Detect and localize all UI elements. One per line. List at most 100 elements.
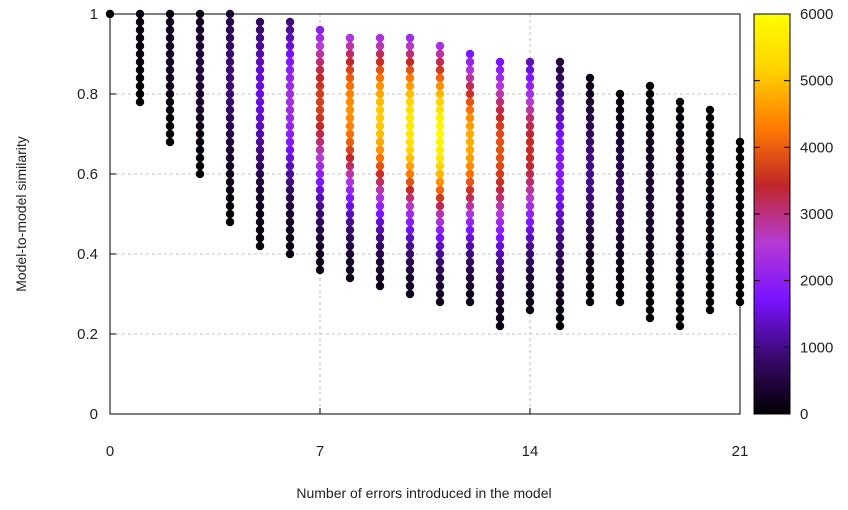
data-point <box>285 145 295 155</box>
data-point <box>345 241 355 251</box>
data-point <box>495 153 505 163</box>
data-point <box>495 105 505 115</box>
data-point <box>675 113 685 123</box>
data-point <box>285 49 295 59</box>
data-point <box>555 265 565 275</box>
data-point <box>435 41 445 51</box>
data-point <box>315 169 325 179</box>
data-point <box>495 113 505 123</box>
data-point <box>285 193 295 203</box>
data-point <box>675 249 685 259</box>
data-point <box>705 305 715 315</box>
data-point <box>615 113 625 123</box>
data-point <box>285 241 295 251</box>
data-point <box>345 129 355 139</box>
data-point <box>405 249 415 259</box>
data-point <box>465 281 475 291</box>
data-point <box>255 57 265 67</box>
data-point <box>585 153 595 163</box>
data-point <box>675 321 685 331</box>
data-point <box>135 97 145 107</box>
data-point <box>525 225 535 235</box>
data-point <box>225 33 235 43</box>
data-point <box>345 97 355 107</box>
data-point <box>375 33 385 43</box>
data-point <box>255 217 265 227</box>
data-point <box>375 257 385 267</box>
data-point <box>345 137 355 147</box>
data-point <box>675 129 685 139</box>
data-point <box>465 137 475 147</box>
data-point <box>435 233 445 243</box>
data-point <box>345 193 355 203</box>
data-point <box>585 241 595 251</box>
data-point <box>315 161 325 171</box>
data-point <box>195 145 205 155</box>
data-point <box>645 153 655 163</box>
data-point <box>525 305 535 315</box>
data-point <box>375 57 385 67</box>
data-point <box>255 49 265 59</box>
data-point <box>285 185 295 195</box>
data-point <box>525 137 535 147</box>
colorbar-tick-label: 4000 <box>800 139 833 156</box>
data-point <box>645 81 655 91</box>
data-point <box>555 305 565 315</box>
x-tick-label: 21 <box>732 443 749 460</box>
data-point <box>375 209 385 219</box>
data-point <box>345 161 355 171</box>
data-point <box>435 81 445 91</box>
data-point <box>525 129 535 139</box>
data-point <box>555 289 565 299</box>
data-point <box>195 41 205 51</box>
data-point <box>495 281 505 291</box>
data-point <box>675 265 685 275</box>
data-point <box>435 145 445 155</box>
colorbar-tick-label: 3000 <box>800 206 833 223</box>
data-point <box>585 209 595 219</box>
data-point <box>495 265 505 275</box>
data-point <box>555 113 565 123</box>
data-point <box>645 241 655 251</box>
data-point <box>345 57 355 67</box>
data-point <box>705 113 715 123</box>
data-point <box>255 193 265 203</box>
colorbar-tick-label: 0 <box>800 406 808 423</box>
data-point <box>585 289 595 299</box>
data-point <box>405 121 415 131</box>
data-point <box>495 177 505 187</box>
data-point <box>435 177 445 187</box>
data-point <box>495 217 505 227</box>
data-point <box>615 145 625 155</box>
data-point <box>465 105 475 115</box>
data-point <box>495 145 505 155</box>
data-point <box>285 201 295 211</box>
data-point <box>405 33 415 43</box>
data-point <box>615 89 625 99</box>
data-point <box>465 193 475 203</box>
data-point <box>435 257 445 267</box>
data-point <box>645 129 655 139</box>
data-point <box>285 225 295 235</box>
data-point <box>675 153 685 163</box>
data-point <box>465 209 475 219</box>
data-point <box>285 249 295 259</box>
data-point <box>495 129 505 139</box>
data-point <box>495 57 505 67</box>
data-point <box>555 297 565 307</box>
data-point <box>615 169 625 179</box>
data-point <box>345 73 355 83</box>
data-point <box>525 281 535 291</box>
y-axis-label: Model-to-model similarity <box>13 136 29 292</box>
data-point <box>375 73 385 83</box>
data-point <box>255 233 265 243</box>
data-point <box>465 73 475 83</box>
data-point <box>255 137 265 147</box>
data-point <box>555 57 565 67</box>
data-point <box>255 25 265 35</box>
data-point <box>615 257 625 267</box>
data-point <box>525 105 535 115</box>
data-point <box>345 217 355 227</box>
data-point <box>345 273 355 283</box>
data-point <box>585 217 595 227</box>
